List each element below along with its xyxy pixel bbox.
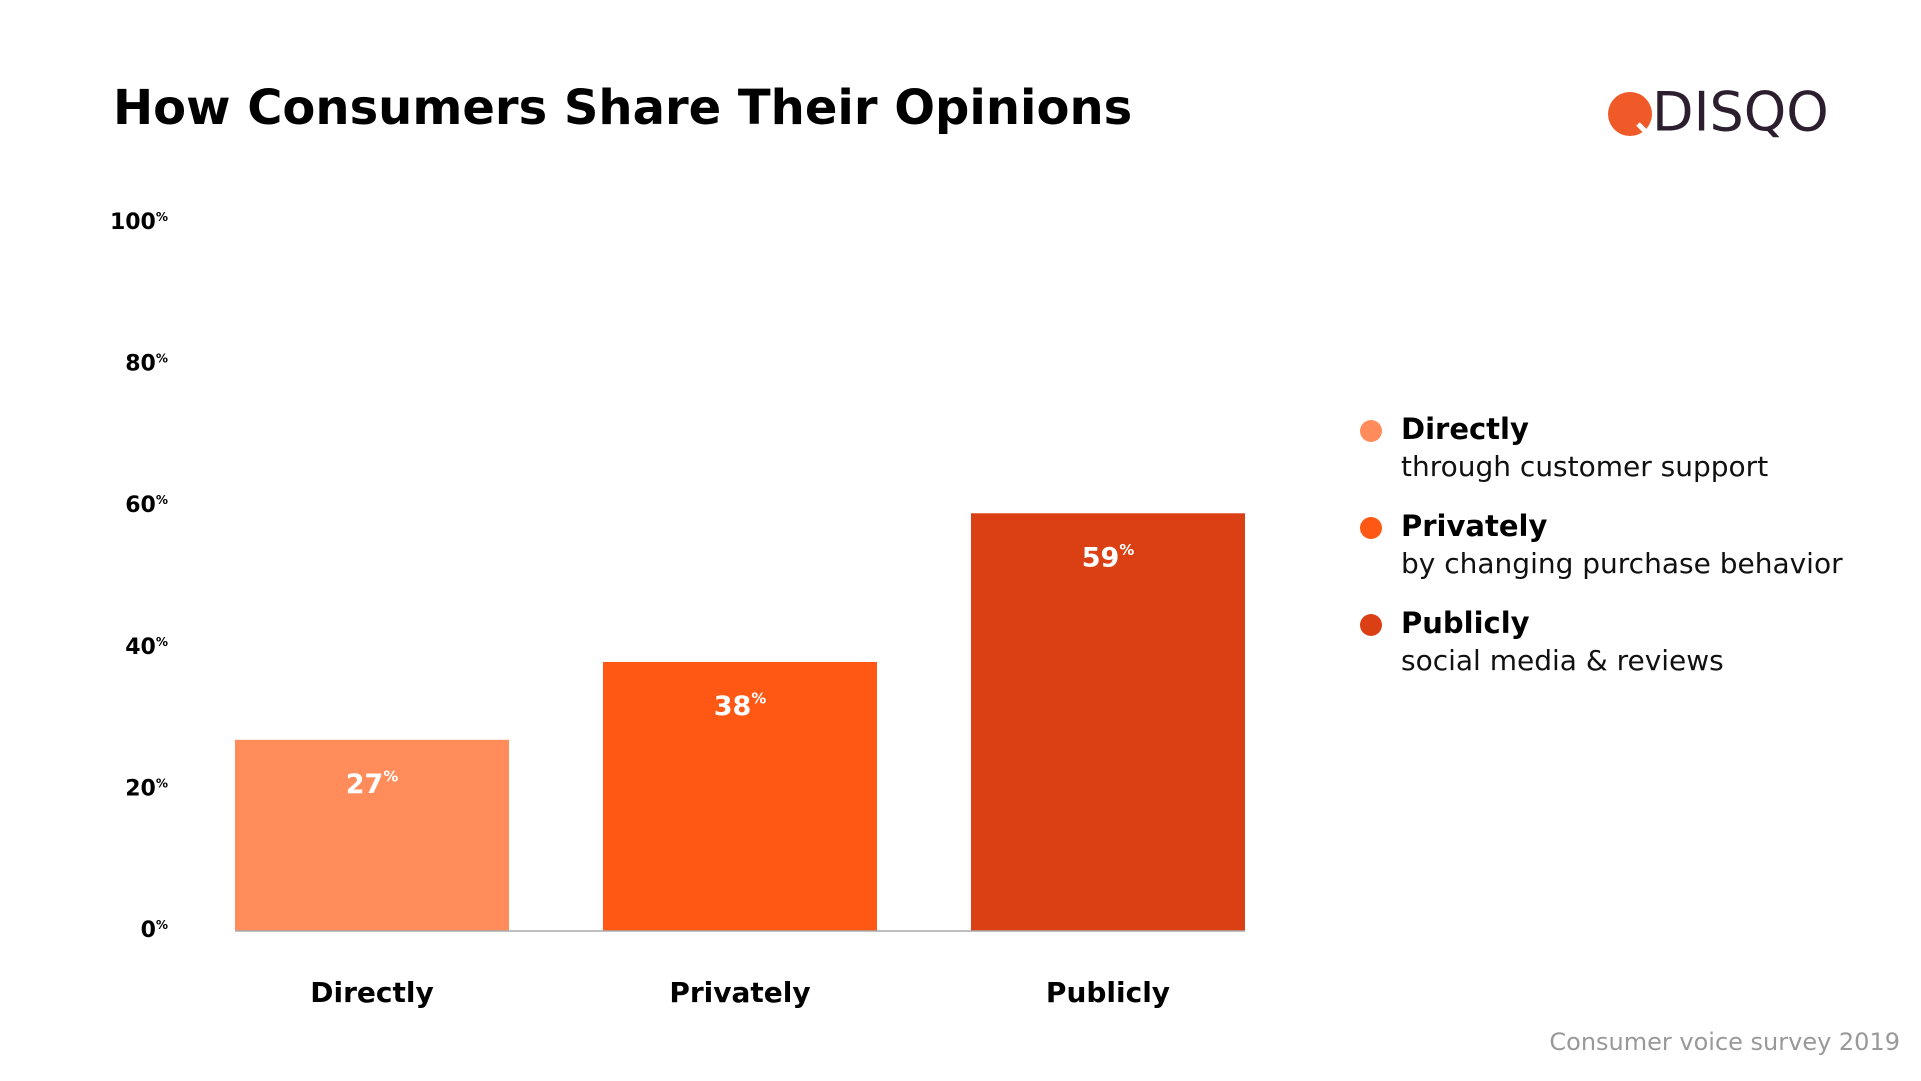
- legend-description: through customer support: [1401, 450, 1768, 483]
- legend-description: social media & reviews: [1401, 644, 1724, 677]
- y-tick-label: 80%: [125, 351, 168, 377]
- source-note: Consumer voice survey 2019: [1549, 1028, 1900, 1056]
- legend-label: Publicly: [1401, 606, 1530, 640]
- bar: [235, 739, 509, 931]
- legend-label: Privately: [1401, 509, 1547, 543]
- value-label: 27%: [346, 767, 399, 799]
- x-tick-label: Directly: [310, 976, 433, 1009]
- logo-text: DISQO: [1652, 81, 1829, 144]
- value-label: 59%: [1082, 541, 1135, 573]
- y-tick-label: 20%: [125, 776, 168, 802]
- legend-marker: [1360, 614, 1382, 636]
- legend-label: Directly: [1401, 412, 1529, 446]
- logo-notch: [1636, 122, 1654, 140]
- x-tick-label: Privately: [669, 976, 810, 1009]
- bar: [971, 513, 1245, 931]
- y-tick-label: 40%: [125, 634, 168, 660]
- y-tick-label: 100%: [110, 209, 168, 235]
- y-tick-label: 0%: [141, 917, 168, 943]
- chart-title: How Consumers Share Their Opinions: [113, 80, 1132, 136]
- bar: [603, 661, 877, 931]
- legend-marker: [1360, 420, 1382, 442]
- value-label: 38%: [714, 690, 767, 722]
- legend-marker: [1360, 517, 1382, 539]
- y-tick-label: 60%: [125, 493, 168, 519]
- x-tick-label: Publicly: [1046, 976, 1170, 1009]
- legend-description: by changing purchase behavior: [1401, 547, 1843, 580]
